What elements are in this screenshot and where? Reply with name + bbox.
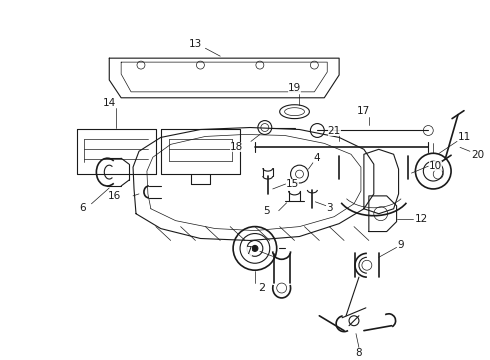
Text: 10: 10 [429,161,442,171]
Text: 13: 13 [189,39,202,49]
Text: 8: 8 [356,348,362,359]
Text: 6: 6 [79,203,85,213]
Text: 19: 19 [288,83,301,93]
Text: 12: 12 [415,214,428,224]
Text: 7: 7 [245,246,252,256]
Text: 3: 3 [326,203,333,213]
Text: 14: 14 [102,98,116,108]
Text: 5: 5 [263,206,270,216]
Text: 20: 20 [471,150,484,160]
Circle shape [258,121,272,134]
Text: 17: 17 [357,106,370,116]
Circle shape [252,246,258,251]
Text: 15: 15 [286,179,299,189]
Text: 21: 21 [327,126,341,136]
Text: 4: 4 [314,153,320,163]
Text: 2: 2 [258,283,265,293]
Text: 11: 11 [458,132,471,143]
Text: 18: 18 [230,142,243,152]
Text: 9: 9 [397,240,404,251]
Text: 16: 16 [108,191,121,201]
